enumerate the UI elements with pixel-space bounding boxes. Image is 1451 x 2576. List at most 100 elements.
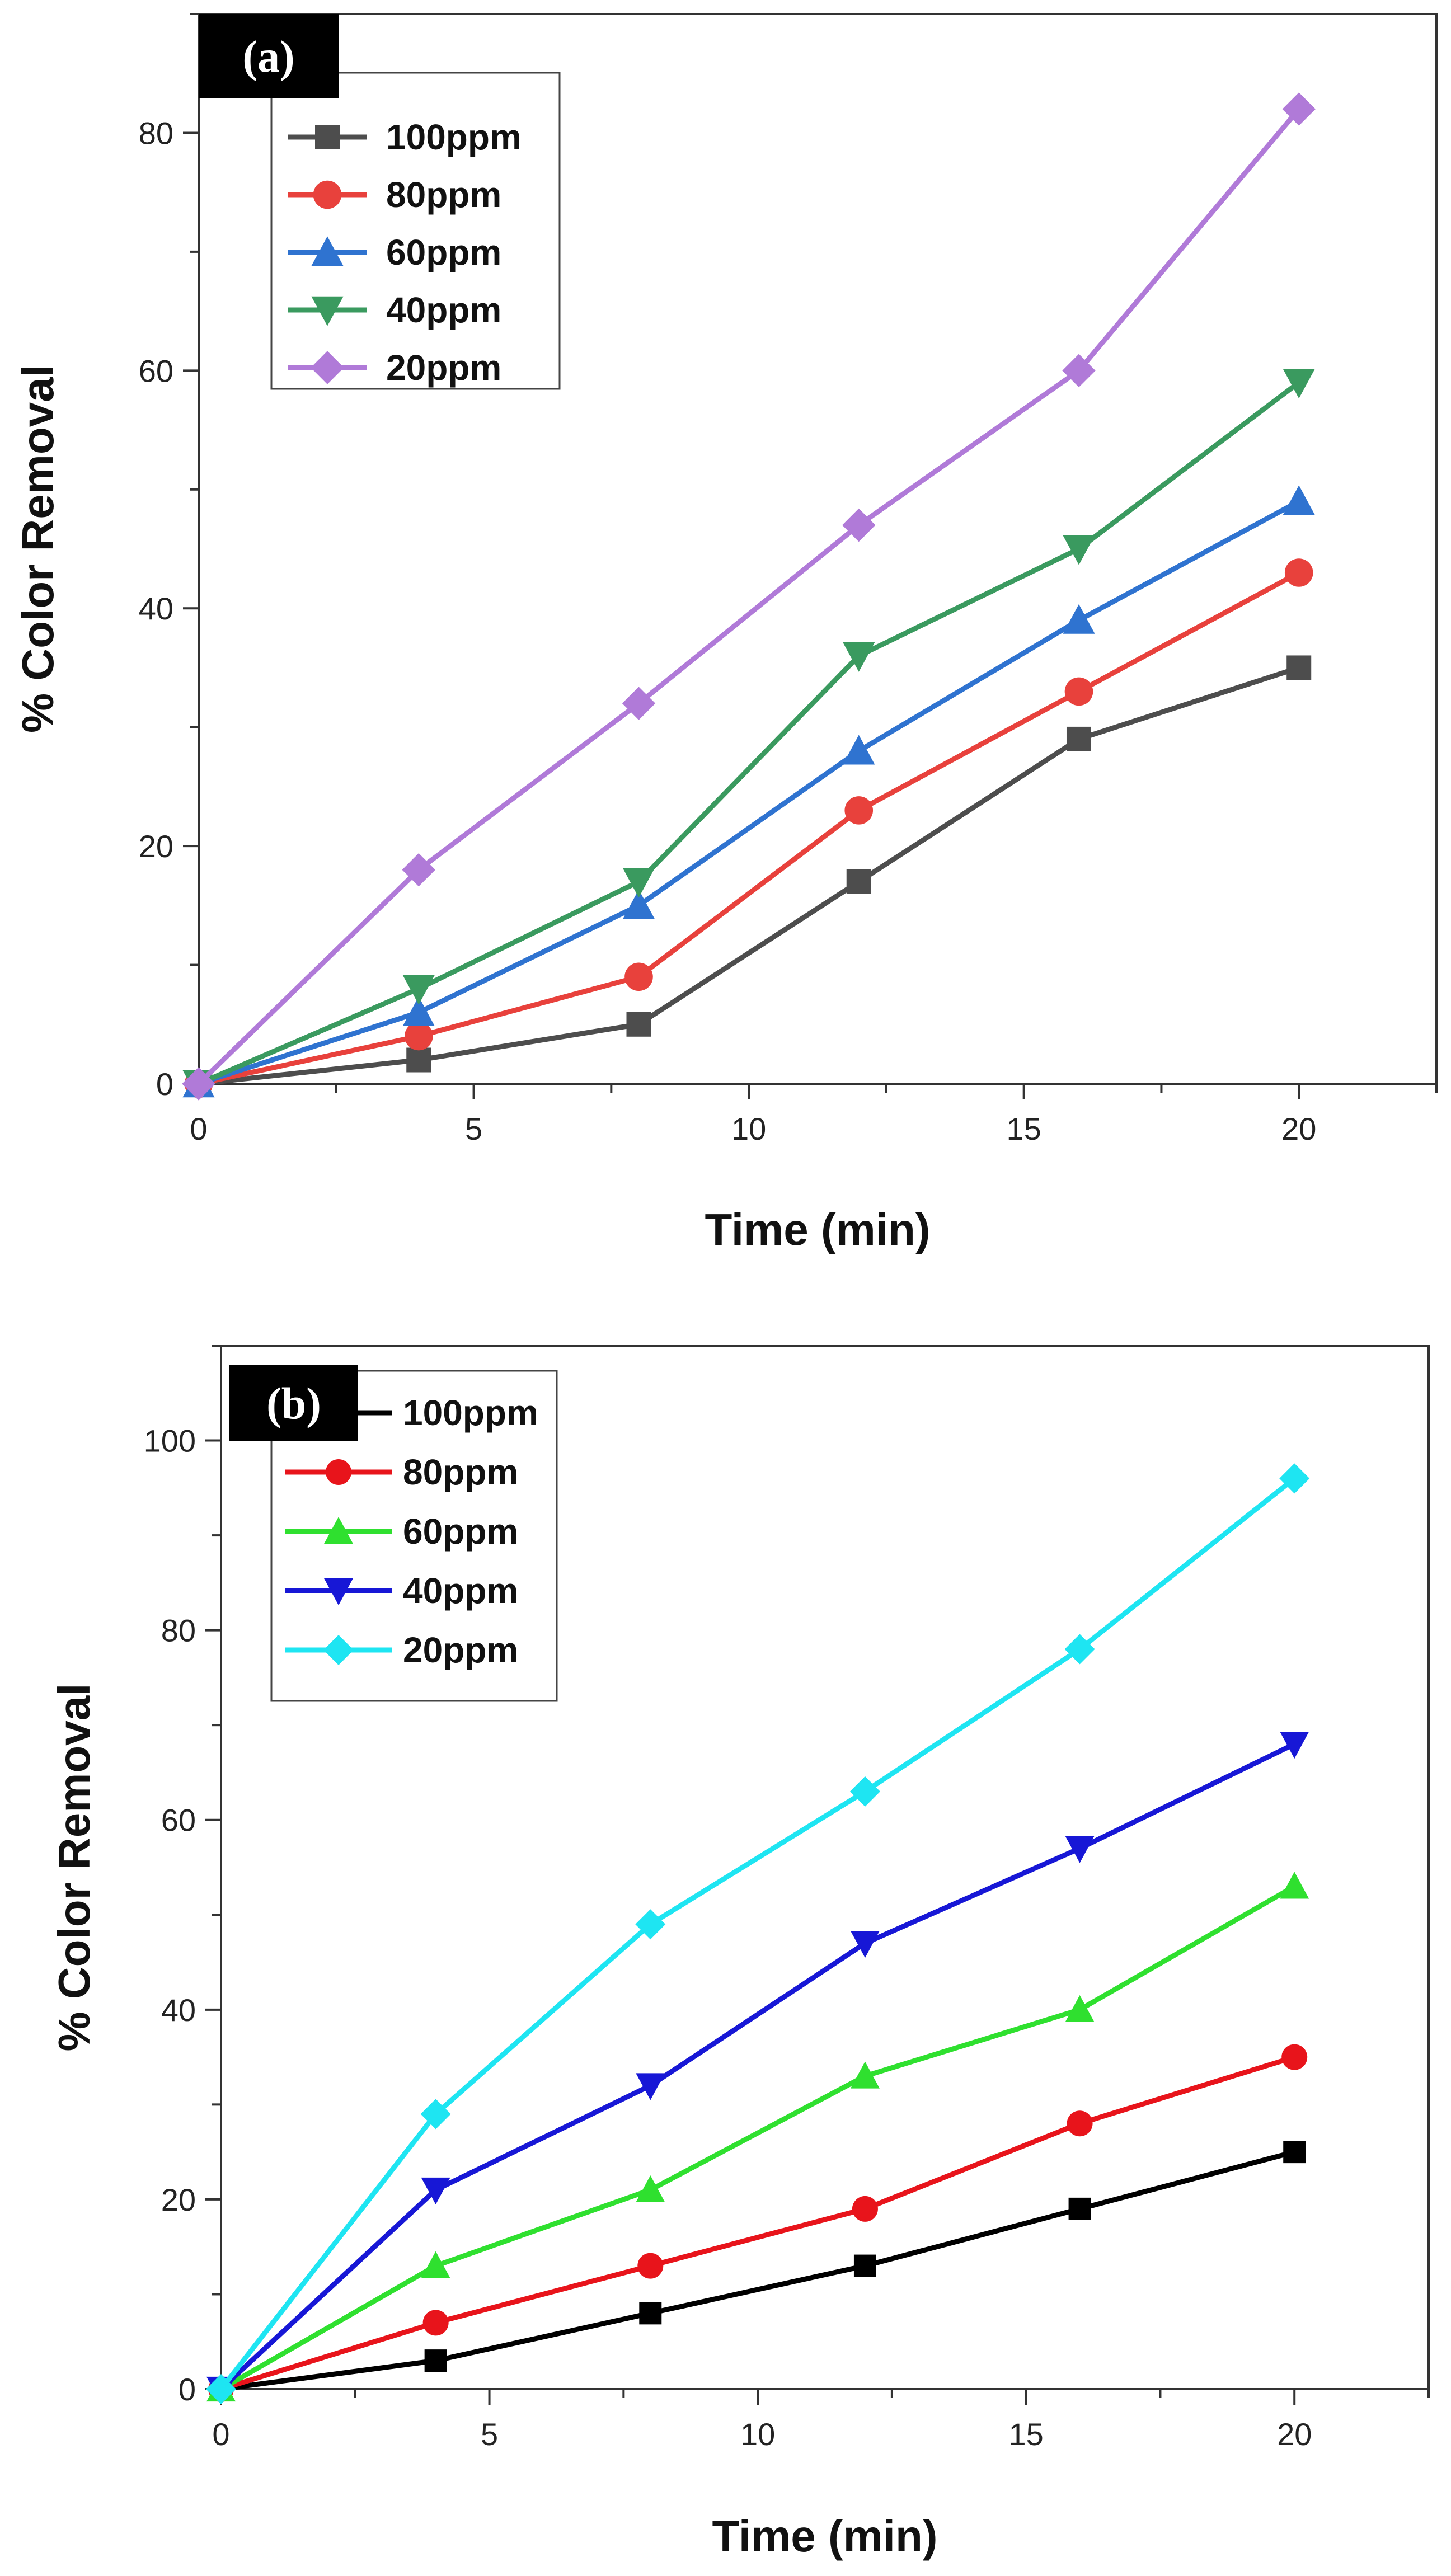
panel-a-series-line <box>196 380 1302 1087</box>
panel-b-data-point <box>1068 2197 1091 2220</box>
panel-a-data-point <box>1064 677 1093 706</box>
panel-a-series-line <box>196 665 1302 1087</box>
panel-a-y-tick-label: 0 <box>156 1066 173 1102</box>
panel-b-data-point <box>639 2302 662 2325</box>
panel-a-data-point <box>624 962 653 991</box>
panel-b-legend-label: 80ppm <box>403 1452 518 1492</box>
panel-b-y-tick-label: 0 <box>179 2372 196 2407</box>
panel-b-y-tick-label: 60 <box>161 1803 196 1838</box>
panel-a-legend-label: 40ppm <box>386 290 501 330</box>
panel-a-x-tick-label: 10 <box>731 1111 766 1146</box>
panel-b-x-tick-label: 20 <box>1277 2417 1312 2452</box>
panel-a-x-tick-label: 5 <box>465 1111 482 1146</box>
panel-a-data-point <box>846 869 871 894</box>
panel-a-data-point <box>1283 369 1315 399</box>
panel-b-x-tick-label: 10 <box>740 2417 775 2452</box>
panel-a-data-point <box>1062 354 1096 388</box>
panel-b-data-point <box>1280 1872 1309 1899</box>
panel-b-data-point <box>421 2251 450 2278</box>
panel-a-y-tick-label: 80 <box>139 115 173 151</box>
panel-b-x-tick-label: 0 <box>212 2417 229 2452</box>
panel-a-plot-frame <box>198 13 1438 1085</box>
panel-b-legend-marker <box>326 1459 351 1485</box>
panel-b-data-point <box>420 2099 451 2130</box>
panel-a-data-point <box>622 889 655 919</box>
panel-a-legend-marker <box>311 351 344 384</box>
panel-b-series-line <box>218 1475 1297 2392</box>
panel-b-legend-label: 100ppm <box>403 1393 538 1433</box>
panel-a-data-point <box>626 1012 651 1037</box>
panel-b-data-point <box>853 2254 876 2277</box>
panel-a-data-point <box>1063 604 1095 634</box>
panel-b-data-point <box>1065 1836 1095 1863</box>
panel-a-data-point <box>1066 726 1091 751</box>
panel-b-series-line <box>218 2149 1297 2392</box>
panel-a-legend-marker <box>311 296 344 326</box>
panel-b-data-point <box>206 2374 236 2404</box>
panel-a-series-20ppm <box>182 92 1316 1101</box>
panel-b-data-point <box>1281 2044 1308 2070</box>
panel-a-y-axis-title: % Color Removal <box>13 365 63 733</box>
panel-a-data-point <box>402 975 435 1005</box>
panel-a-data-point <box>1282 92 1316 126</box>
panel-a-data-point <box>622 868 655 898</box>
panel-b-data-point <box>636 2073 665 2100</box>
panel-b-x-axis-title: Time (min) <box>712 2511 937 2561</box>
panel-a-data-point <box>844 796 874 825</box>
panel-a-legend-label: 100ppm <box>386 117 522 157</box>
panel-b-legend: 100ppm 80ppm 60ppm 40ppm 20ppm <box>270 1370 558 1702</box>
panel-a: 0 5 10 15 20 0 20 40 60 80 Time (min) % Color Remov… <box>13 13 1438 1254</box>
panel-a-x-tick-label: 20 <box>1281 1111 1316 1146</box>
panel-a-data-point <box>622 687 656 720</box>
panel-a-legend-label: 20ppm <box>386 347 501 388</box>
panel-b-data-point <box>1280 1731 1309 1759</box>
panel-b-y-tick-label: 40 <box>161 1992 196 2028</box>
panel-b-data-point <box>421 2177 450 2204</box>
panel-a-data-point <box>402 853 435 887</box>
panel-b-data-point <box>1065 1995 1095 2022</box>
panel-b-y-tick-label: 100 <box>144 1423 196 1459</box>
panel-a-data-point <box>182 1067 215 1101</box>
panel-a-series-line <box>196 499 1302 1087</box>
panel-b-data-point <box>852 2196 878 2222</box>
panel-a-data-point <box>1286 655 1312 680</box>
panel-b-legend-label: 20ppm <box>403 1630 518 1670</box>
panel-a-series-line <box>196 570 1302 1087</box>
panel-b-series-line <box>218 2055 1297 2392</box>
panel-a-data-point <box>402 996 435 1026</box>
panel-b-series-20ppm <box>206 1463 1310 2404</box>
panel-a-x-tick-label: 0 <box>190 1111 207 1146</box>
panel-b: 0 5 10 15 20 0 20 40 60 80 100 Time (min) % Color Re… <box>49 1345 1430 2561</box>
panel-a-legend-marker <box>311 236 344 266</box>
panel-a-x-tick-label: 15 <box>1007 1111 1041 1146</box>
panel-a-y-tick-label: 20 <box>139 829 173 864</box>
panel-a-label-box <box>199 14 339 98</box>
panel-a-x-axis-title: Time (min) <box>705 1205 930 1254</box>
panel-b-legend-marker <box>323 1635 354 1665</box>
panel-b-legend-label: 40ppm <box>403 1571 518 1611</box>
panel-a-legend-label: 80ppm <box>386 175 501 215</box>
panel-b-series-80ppm <box>208 2044 1308 2402</box>
panel-a-series-80ppm <box>184 558 1313 1098</box>
panel-a-data-point <box>1283 485 1315 515</box>
panel-b-legend-marker <box>324 1578 353 1605</box>
panel-b-data-point <box>1279 1463 1310 1494</box>
panel-a-y-tick-label: 40 <box>139 591 173 626</box>
panel-b-legend-marker <box>324 1517 353 1544</box>
panel-b-y-tick-label: 20 <box>161 2182 196 2217</box>
panel-a-data-point <box>842 508 876 542</box>
panel-b-data-point <box>850 2061 880 2089</box>
panel-a-legend-marker <box>313 180 342 209</box>
panel-a-label: (a) <box>242 32 294 82</box>
panel-b-data-point <box>850 1931 880 1958</box>
panel-b-series-100ppm <box>210 2141 1306 2400</box>
panel-b-series-line <box>218 1883 1297 2392</box>
panel-a-data-point <box>843 735 875 765</box>
panel-b-series-line <box>218 1741 1297 2392</box>
panel-a-data-point <box>1063 535 1095 565</box>
panel-b-label-box <box>229 1365 358 1441</box>
panel-b-data-point <box>636 2175 665 2203</box>
panel-b-data-point <box>424 2349 447 2372</box>
